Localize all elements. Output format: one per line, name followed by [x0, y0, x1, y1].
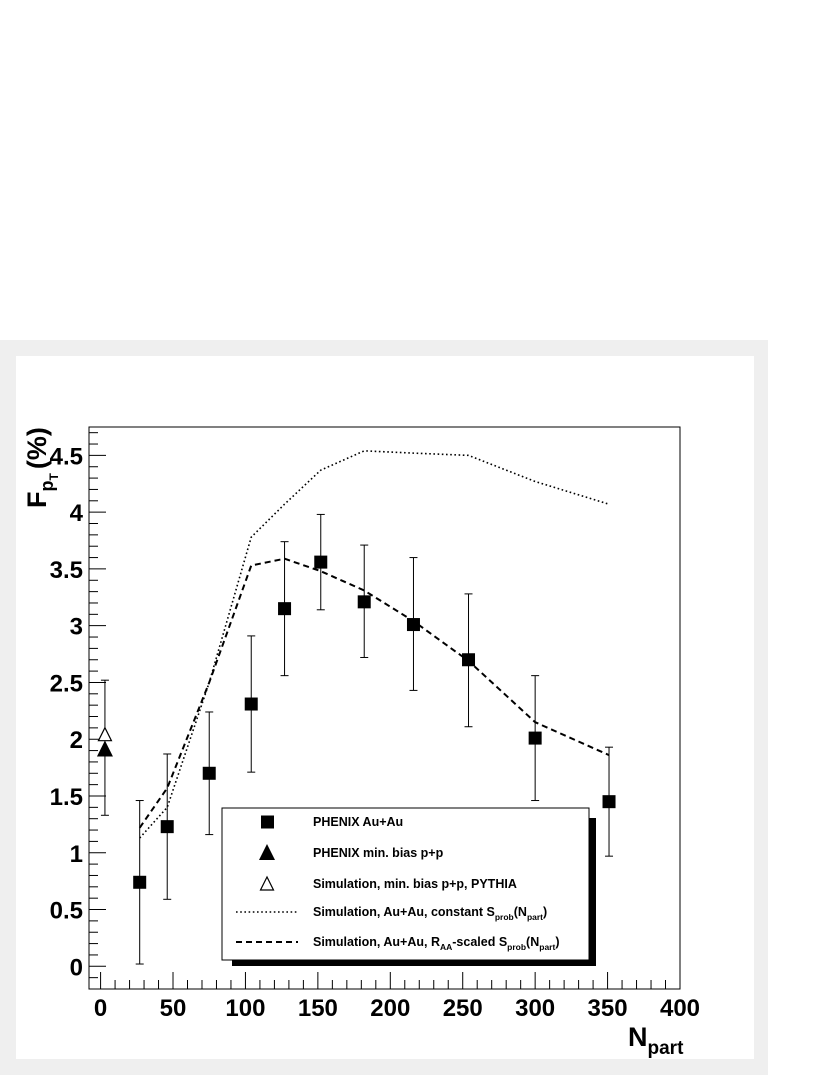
- axis-labels-layer: Npart FpT (%): [22, 427, 684, 1059]
- y-axis-title-text: FpT (%): [22, 427, 61, 508]
- legend-entry-label: Simulation, min. bias p+p, PYTHIA: [313, 877, 517, 891]
- canvas-frame: [0, 340, 768, 1075]
- y-tick-label: 3: [70, 614, 83, 641]
- legend-entry-label-part: Simulation, Au+Au, constant S: [313, 905, 495, 919]
- auau-data-point: [160, 820, 174, 834]
- legend-entry-label-part: part: [539, 942, 555, 952]
- legend-entry-label-part: Simulation, min. bias p+p, PYTHIA: [313, 877, 517, 891]
- x-axis-title: Npart: [628, 1022, 684, 1059]
- y-tick-label: 1: [70, 841, 83, 868]
- legend-box: [221, 807, 590, 961]
- legend-entry-label-part: (N: [514, 905, 527, 919]
- x-tick-label: 350: [588, 995, 628, 1022]
- y-tick-label: 3.5: [50, 557, 83, 584]
- legend-entry-label: PHENIX Au+Au: [313, 815, 403, 829]
- plot-frame-layer: [88, 426, 681, 990]
- auau-data-point: [244, 697, 258, 711]
- auau-data-point: [357, 595, 371, 609]
- axis-ticks-layer: 0 50 100 150 200 250 300 350 400 0 0.5 1 1.5 2 2.5 3 3.5…: [50, 432, 700, 1022]
- legend-entry-label: Simulation, Au+Au, constant Sprob(Npart): [313, 905, 547, 922]
- x-tick-label: 150: [298, 995, 338, 1022]
- y-tick-label: 0: [70, 954, 83, 981]
- legend-entry-label-part: -scaled S: [452, 935, 507, 949]
- plot-frame: [88, 426, 681, 990]
- x-tick-label: 200: [370, 995, 410, 1022]
- auau-data-point: [406, 618, 420, 632]
- auau-data-point: [314, 555, 328, 569]
- legend-entry-label-part: Simulation, Au+Au, R: [313, 935, 440, 949]
- y-axis-title: FpT (%): [22, 427, 61, 508]
- x-axis-title-sub: part: [648, 1038, 685, 1059]
- legend-filled-triangle-marker: [259, 844, 275, 860]
- auau-data-point: [462, 653, 476, 667]
- pythia-sim-point: [97, 726, 113, 742]
- legend-entry-label-part: PHENIX min. bias p+p: [313, 846, 444, 860]
- x-tick-label: 50: [160, 995, 187, 1022]
- pp-data-point: [96, 740, 113, 757]
- x-tick-label: 0: [94, 995, 107, 1022]
- y-tick-label: 4.5: [50, 443, 83, 470]
- y-tick-label: 0.5: [50, 898, 83, 925]
- legend-square-marker: [261, 815, 274, 829]
- y-axis-title-sub: p: [37, 481, 57, 492]
- y-tick-label: 4: [70, 500, 84, 527]
- y-axis-title-unit: (%): [22, 427, 52, 469]
- legend-entry-label: PHENIX min. bias p+p: [313, 846, 444, 860]
- auau-data-point: [602, 795, 616, 809]
- y-axis-title-subsub: T: [47, 473, 61, 481]
- series-layer: [96, 450, 616, 965]
- legend-entry-label-part: ): [555, 935, 559, 949]
- y-tick-label: 1.5: [50, 784, 83, 811]
- y-tick-label: 2: [70, 727, 83, 754]
- y-axis-title-main: F: [22, 492, 52, 509]
- legend-entry-label-part: PHENIX Au+Au: [313, 815, 403, 829]
- auau-data-point: [133, 875, 147, 889]
- auau-data-point: [278, 602, 292, 616]
- legend-entry-label-part: part: [527, 912, 543, 922]
- legend-entry-label-part: prob: [495, 912, 514, 922]
- constant-sprob-curve: [139, 450, 610, 839]
- legend-entry-label-part: prob: [507, 942, 526, 952]
- auau-data-point: [528, 731, 542, 745]
- legend-layer: PHENIX Au+Au PHENIX min. bias p+p Simulati…: [221, 807, 596, 966]
- x-tick-label: 100: [225, 995, 265, 1022]
- legend-entry-label-part: ): [543, 905, 547, 919]
- legend-entry-label-part: (N: [526, 935, 539, 949]
- raa-scaled-sprob-curve: [138, 557, 610, 829]
- x-tick-label: 400: [660, 995, 700, 1022]
- legend-entry-label: Simulation, Au+Au, RAA-scaled Sprob(Npar…: [313, 935, 559, 952]
- legend-entry-label-part: AA: [440, 942, 452, 952]
- x-axis-title-main: N: [628, 1022, 648, 1052]
- x-tick-label: 250: [443, 995, 483, 1022]
- auau-data-point: [202, 766, 216, 780]
- x-tick-label: 300: [515, 995, 555, 1022]
- legend-open-triangle-marker: [259, 875, 275, 891]
- y-tick-label: 2.5: [50, 670, 83, 697]
